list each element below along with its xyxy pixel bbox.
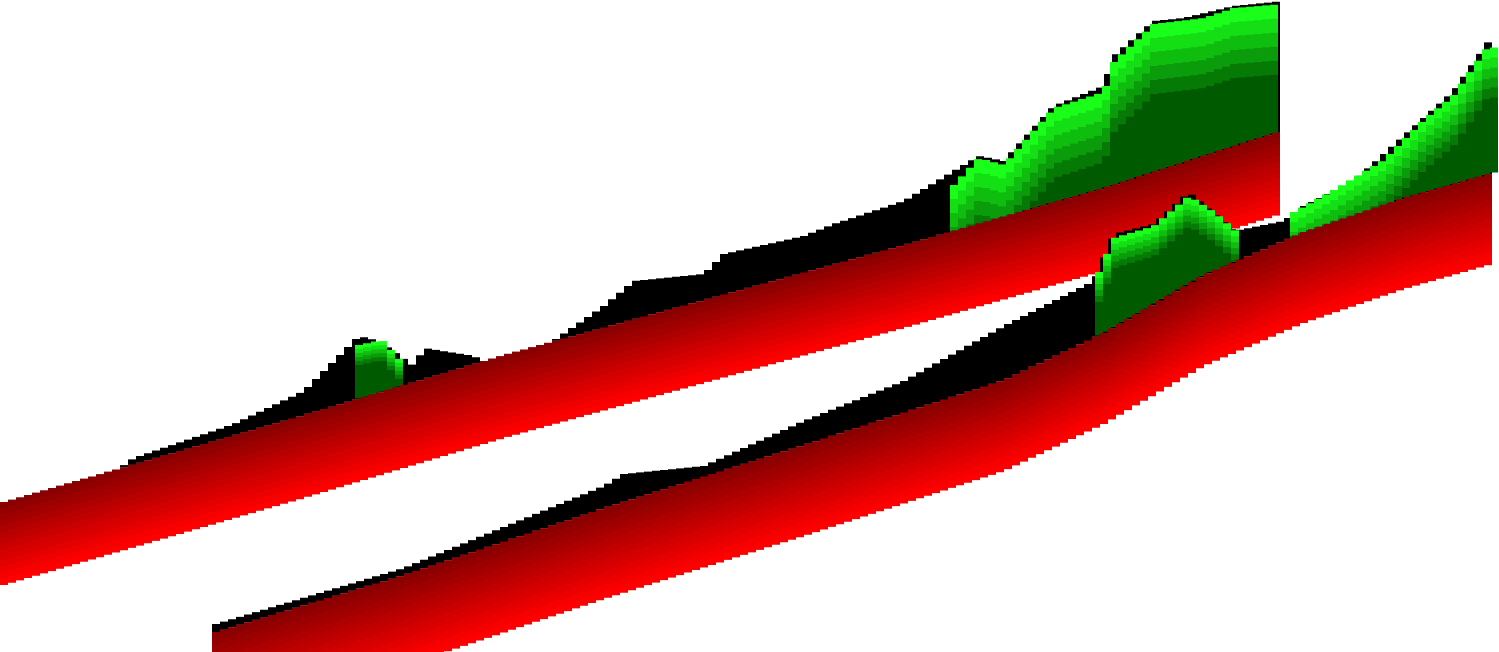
- ribbon-lower: [212, 42, 1498, 652]
- ribbon-upper-band-6: [0, 165, 1280, 544]
- ribbon-upper-band-11: [0, 194, 1280, 574]
- ribbon-lower-band-8: [316, 223, 1492, 652]
- ribbon-upper-band-13: [0, 206, 1280, 585]
- ribbon-upper-band-9: [0, 182, 1280, 562]
- ribbon-upper-band-5: [0, 159, 1280, 539]
- ribbon-upper-band-12: [0, 200, 1280, 580]
- ribbon-upper-peak-0-band-5: [355, 361, 403, 399]
- ribbon-upper-band-2: [0, 141, 1280, 521]
- ribbon-upper-band-3: [0, 147, 1280, 527]
- ribbon-upper-band-0: [0, 130, 1280, 509]
- ribbon-lower-band-10: [364, 236, 1492, 652]
- ribbon-upper-peak-1-band-5: [950, 74, 1278, 255]
- ribbon-lower-band-12: [404, 249, 1492, 652]
- ribbon-lower-band-13: [420, 255, 1492, 652]
- ribbon-upper-band-10: [0, 188, 1280, 568]
- ribbon-upper-shadow: [0, 1, 1280, 536]
- ribbon-upper-band-8: [0, 176, 1280, 556]
- ribbon-upper-band-7: [0, 171, 1280, 550]
- ribbon-lower-peak-0-band-5: [1095, 227, 1239, 336]
- ribbon-upper: [0, 1, 1280, 585]
- ribbon-lower-band-6: [276, 210, 1492, 652]
- ribbon-lower-peak-1-band-0: [1290, 47, 1498, 237]
- ribbon-upper-band-4: [0, 153, 1280, 533]
- ribbon-lower-band-11: [380, 242, 1492, 652]
- ribbon-upper-band-1: [0, 135, 1280, 515]
- ribbon-lower-band-9: [340, 229, 1492, 652]
